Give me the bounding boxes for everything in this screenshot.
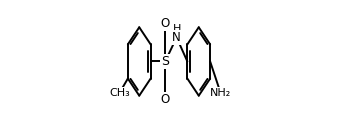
Text: O: O (161, 17, 170, 30)
Text: N: N (172, 31, 181, 44)
Text: H: H (172, 24, 181, 34)
Text: CH₃: CH₃ (109, 88, 130, 98)
Text: S: S (161, 55, 169, 68)
Text: NH₂: NH₂ (210, 88, 231, 98)
Text: O: O (161, 93, 170, 106)
